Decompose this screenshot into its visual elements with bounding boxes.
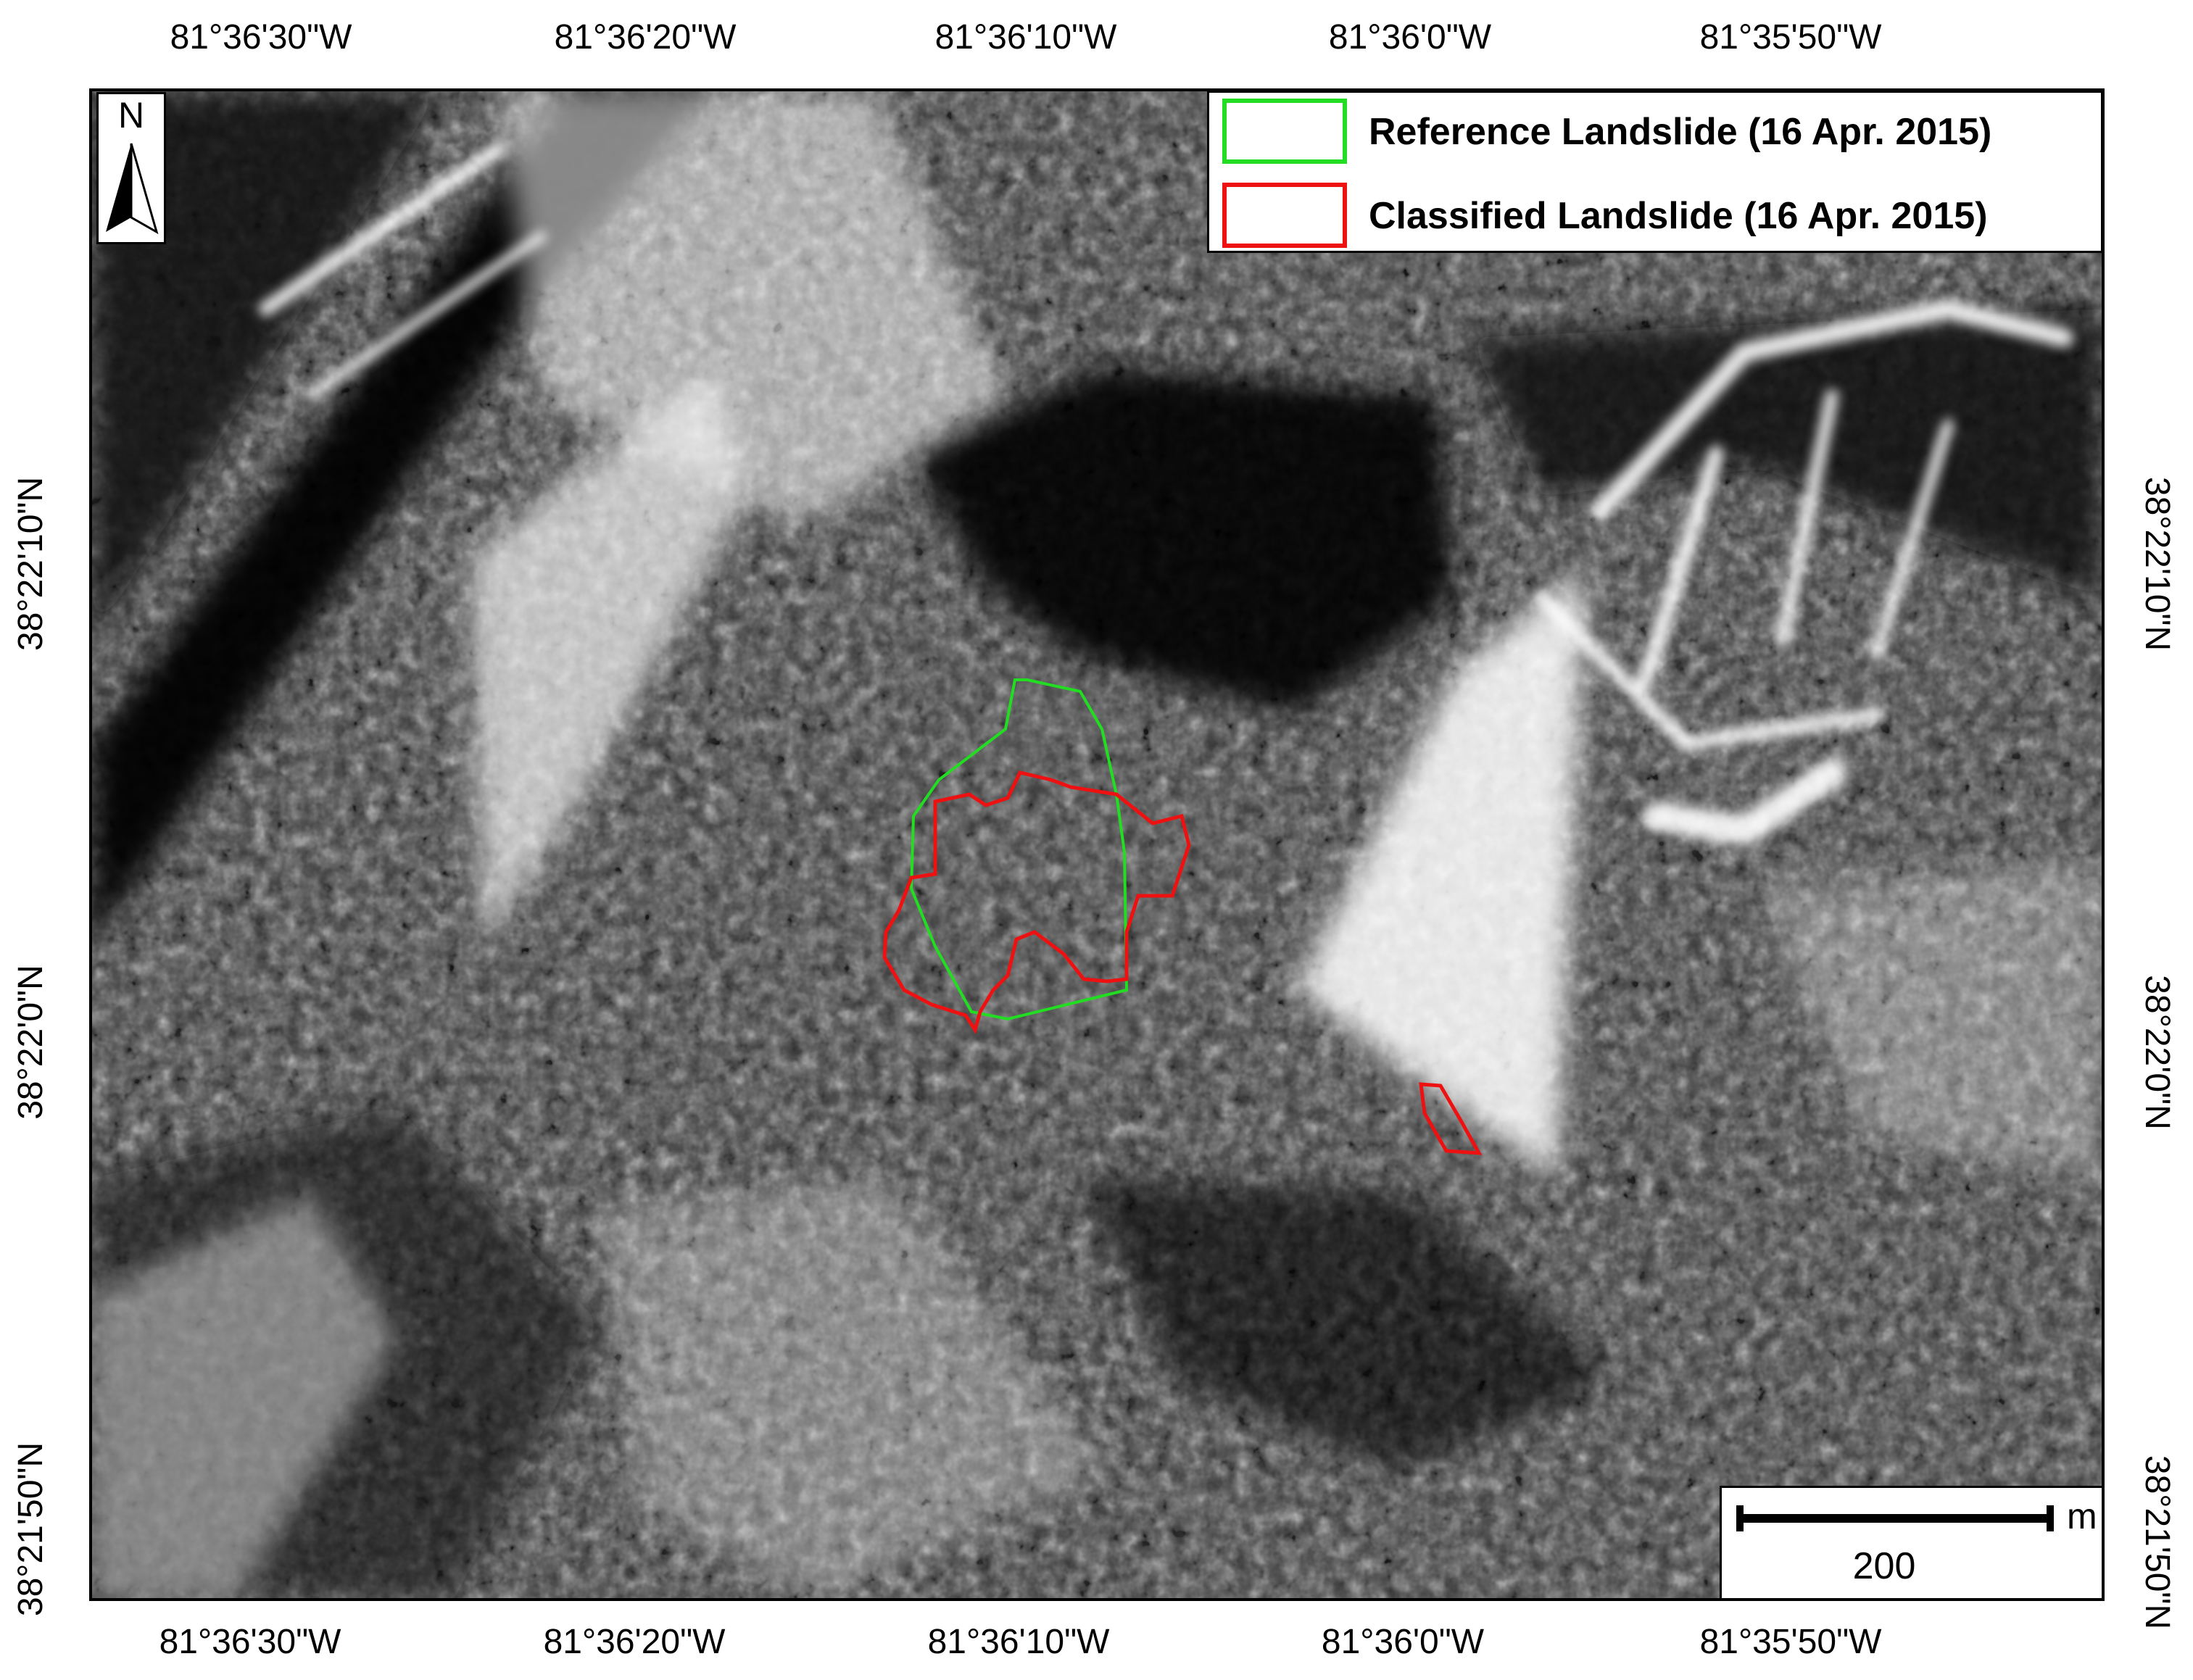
scale-bar-unit: m xyxy=(2067,1496,2097,1536)
scale-bar-line xyxy=(1736,1505,2054,1531)
legend-label-reference: Reference Landslide (16 Apr. 2015) xyxy=(1369,111,1992,153)
left-tick-label: 38°22'0"N xyxy=(12,965,50,1120)
bottom-tick-label: 81°36'0"W xyxy=(1321,1623,1485,1661)
classified-landslide-polygon-main[interactable] xyxy=(882,770,1191,1034)
top-tick-label: 81°36'10"W xyxy=(934,18,1117,57)
right-tick-label: 38°22'0"N xyxy=(2138,975,2176,1130)
bottom-tick-label: 81°36'20"W xyxy=(543,1623,726,1661)
north-arrow-letter: N xyxy=(117,95,145,136)
satellite-imagery-map[interactable] xyxy=(89,88,2105,1601)
reference-landslide-polygon[interactable] xyxy=(909,678,1129,1021)
map-legend: Reference Landslide (16 Apr. 2015) Class… xyxy=(1207,91,2103,253)
scale-bar-value: 200 xyxy=(1852,1545,1916,1587)
bottom-tick-label: 81°35'50"W xyxy=(1699,1623,1882,1661)
scale-bar-box: m 200 xyxy=(1720,1486,2104,1600)
right-tick-label: 38°21'50"N xyxy=(2138,1455,2176,1630)
top-tick-label: 81°36'0"W xyxy=(1328,18,1492,57)
legend-label-classified: Classified Landslide (16 Apr. 2015) xyxy=(1369,195,1988,237)
bottom-tick-label: 81°36'30"W xyxy=(159,1623,341,1661)
legend-item-classified: Classified Landslide (16 Apr. 2015) xyxy=(1222,183,2092,248)
north-arrow: N xyxy=(96,92,166,244)
north-arrow-icon xyxy=(106,143,159,235)
top-tick-label: 81°36'30"W xyxy=(170,18,352,57)
bottom-tick-label: 81°36'10"W xyxy=(927,1623,1110,1661)
legend-item-reference: Reference Landslide (16 Apr. 2015) xyxy=(1222,99,2092,164)
left-tick-label: 38°22'10"N xyxy=(12,476,50,652)
classified-landslide-polygon-small[interactable] xyxy=(1419,1082,1483,1155)
top-tick-label: 81°35'50"W xyxy=(1699,18,1882,57)
legend-swatch-classified xyxy=(1222,183,1347,248)
legend-swatch-reference xyxy=(1222,99,1347,164)
map-imagery xyxy=(92,91,2102,1598)
left-tick-label: 38°21'50"N xyxy=(12,1442,50,1617)
landslide-outlines xyxy=(882,678,1483,1155)
right-tick-label: 38°22'10"N xyxy=(2138,476,2176,652)
top-tick-label: 81°36'20"W xyxy=(554,18,737,57)
